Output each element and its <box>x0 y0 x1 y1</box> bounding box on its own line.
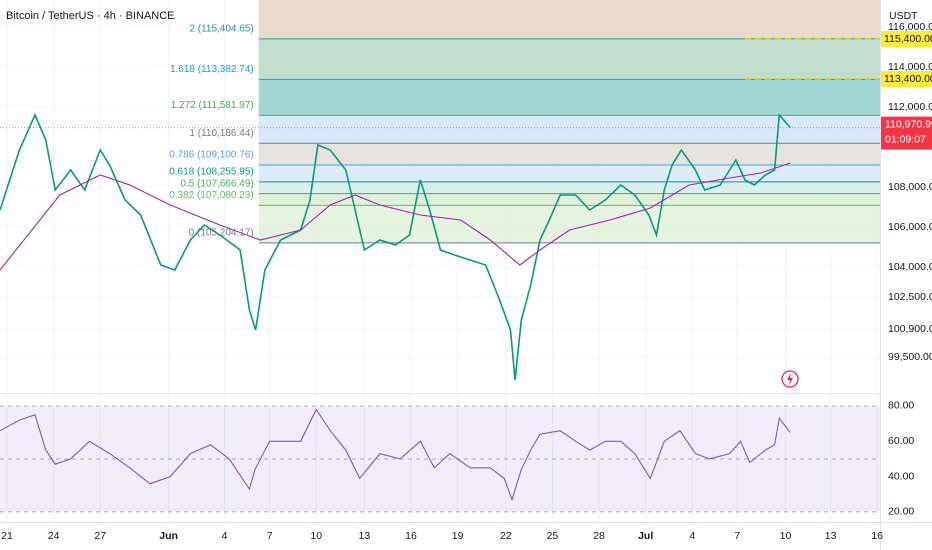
y-tick-label: 99,500.00 <box>888 351 932 363</box>
rsi-tick-label: 60.00 <box>888 435 914 447</box>
x-tick-label: 4 <box>222 530 228 542</box>
alert-icon[interactable] <box>781 370 799 388</box>
series-line <box>0 408 791 502</box>
x-tick-label: 16 <box>405 530 417 542</box>
fib-label: 0.382 (107,080.23) <box>169 190 254 201</box>
last-price-label: 110,970.99 <box>885 118 932 130</box>
x-tick-label: Jun <box>159 530 178 542</box>
y-tick-label: 112,000.00 <box>888 101 932 113</box>
fib-zone <box>258 79 880 116</box>
fib-label: 0.618 (108,255.95) <box>169 167 254 178</box>
alert-label: 113,400.00 <box>884 73 932 85</box>
last-price-tag <box>881 116 932 150</box>
fib-zone <box>258 181 880 194</box>
fib-zone <box>258 205 880 243</box>
fib-zone <box>258 143 880 165</box>
alert-tag <box>881 31 932 47</box>
plot-area <box>0 0 880 522</box>
rsi-tick-label: 80.00 <box>888 400 914 412</box>
y-tick-label: 104,000.00 <box>888 261 932 273</box>
currency: USDT <box>889 10 918 22</box>
x-tick-label: 7 <box>267 530 273 542</box>
series-line <box>0 162 791 271</box>
y-tick-label: 102,500.00 <box>888 291 932 303</box>
rsi-tick-label: 40.00 <box>888 470 914 482</box>
x-tick-label: 27 <box>94 530 106 542</box>
fib-label: 0.5 (107,666.49) <box>180 178 253 189</box>
x-tick-label: Jul <box>638 530 653 542</box>
y-tick-label: 106,000.00 <box>888 221 932 233</box>
y-tick-label: 116,000.00 <box>888 21 932 33</box>
countdown: 01:09:07 <box>885 133 926 145</box>
x-tick-label: 25 <box>547 530 559 542</box>
x-tick-label: 10 <box>780 530 792 542</box>
x-tick-label: 21 <box>1 530 13 542</box>
fib-label: 0 (105,204.17) <box>189 228 254 239</box>
series-line <box>0 113 791 381</box>
fib-zone <box>258 193 880 206</box>
alert-tag <box>881 71 932 87</box>
x-tick-label: 19 <box>452 530 464 542</box>
fib-zone <box>258 164 880 182</box>
fib-label: 1.618 (113,382.74) <box>170 64 254 75</box>
fib-label: 2 (115,404.65) <box>189 24 253 35</box>
fib-zone <box>258 115 880 144</box>
x-tick-label: 16 <box>871 530 883 542</box>
x-tick-label: 13 <box>359 530 371 542</box>
x-tick-label: 7 <box>734 530 740 542</box>
alert-label: 115,400.00 <box>884 33 932 45</box>
x-tick-label: 28 <box>593 530 605 542</box>
x-tick-label: 24 <box>48 530 60 542</box>
x-tick-label: 4 <box>689 530 695 542</box>
symbol-title: Bitcoin / TetherUS · 4h · BINANCE <box>6 10 175 22</box>
fib-label: 1.272 (111,581.97) <box>171 100 254 111</box>
x-tick-label: 13 <box>825 530 837 542</box>
fib-zone <box>258 0 880 39</box>
y-tick-label: 100,900.00 <box>888 323 932 335</box>
x-tick-label: 22 <box>500 530 512 542</box>
y-tick-label: 108,000.00 <box>888 181 932 193</box>
y-tick-label: 114,000.00 <box>888 61 932 73</box>
fib-label: 0.786 (109,100.76) <box>169 150 254 161</box>
x-tick-label: 10 <box>310 530 322 542</box>
rsi-tick-label: 20.00 <box>888 506 914 518</box>
fib-label: 1 (110,186.44) <box>189 128 253 139</box>
fib-zone <box>258 38 880 80</box>
